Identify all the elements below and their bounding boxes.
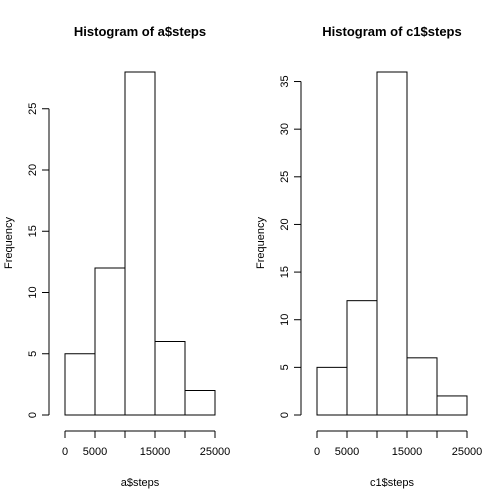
y-tick-label: 10 — [279, 314, 291, 326]
x-tick-label: 15000 — [140, 446, 171, 458]
histogram-bar — [124, 71, 156, 416]
x-tick-label: 0 — [314, 446, 320, 458]
y-tick-label: 5 — [27, 351, 39, 357]
y-tick-label: 20 — [27, 164, 39, 176]
histogram-panel-a-steps: Histogram of a$steps a$steps Frequency 0… — [3, 24, 230, 489]
histogram-bar — [94, 267, 126, 416]
histogram-bar — [184, 390, 216, 416]
y-tick-label: 25 — [279, 171, 291, 183]
y-tick-label: 30 — [279, 123, 291, 135]
x-axis-label: a$steps — [121, 477, 160, 489]
y-tick-label: 15 — [27, 225, 39, 237]
histogram-bar — [406, 357, 438, 416]
y-tick-label: 25 — [27, 103, 39, 115]
chart-title: Histogram of c1$steps — [322, 24, 461, 39]
y-tick-label: 5 — [279, 364, 291, 370]
y-tick-label: 0 — [279, 412, 291, 418]
y-tick-label: 0 — [27, 412, 39, 418]
y-tick-label: 15 — [279, 266, 291, 278]
x-tick-label: 25000 — [200, 446, 231, 458]
histogram-bar — [436, 395, 468, 416]
histogram-bar — [64, 353, 96, 416]
x-tick-label: 25000 — [452, 446, 483, 458]
histogram-bar — [346, 300, 378, 416]
x-tick-label: 5000 — [83, 446, 107, 458]
chart-title: Histogram of a$steps — [74, 24, 206, 39]
y-axis-label: Frequency — [3, 217, 15, 269]
x-tick-label: 15000 — [392, 446, 423, 458]
histogram-bar — [154, 341, 186, 416]
x-tick-label: 5000 — [335, 446, 359, 458]
histogram-bar — [376, 71, 408, 416]
y-tick-label: 10 — [27, 286, 39, 298]
x-axis-label: c1$steps — [370, 477, 415, 489]
y-axis-label: Frequency — [255, 217, 267, 269]
x-tick-label: 0 — [62, 446, 68, 458]
histogram-bar — [316, 366, 348, 416]
y-tick-label: 20 — [279, 218, 291, 230]
y-tick-label: 35 — [279, 75, 291, 87]
histogram-panel-c1-steps: Histogram of c1$steps c1$steps Frequency… — [255, 24, 482, 489]
